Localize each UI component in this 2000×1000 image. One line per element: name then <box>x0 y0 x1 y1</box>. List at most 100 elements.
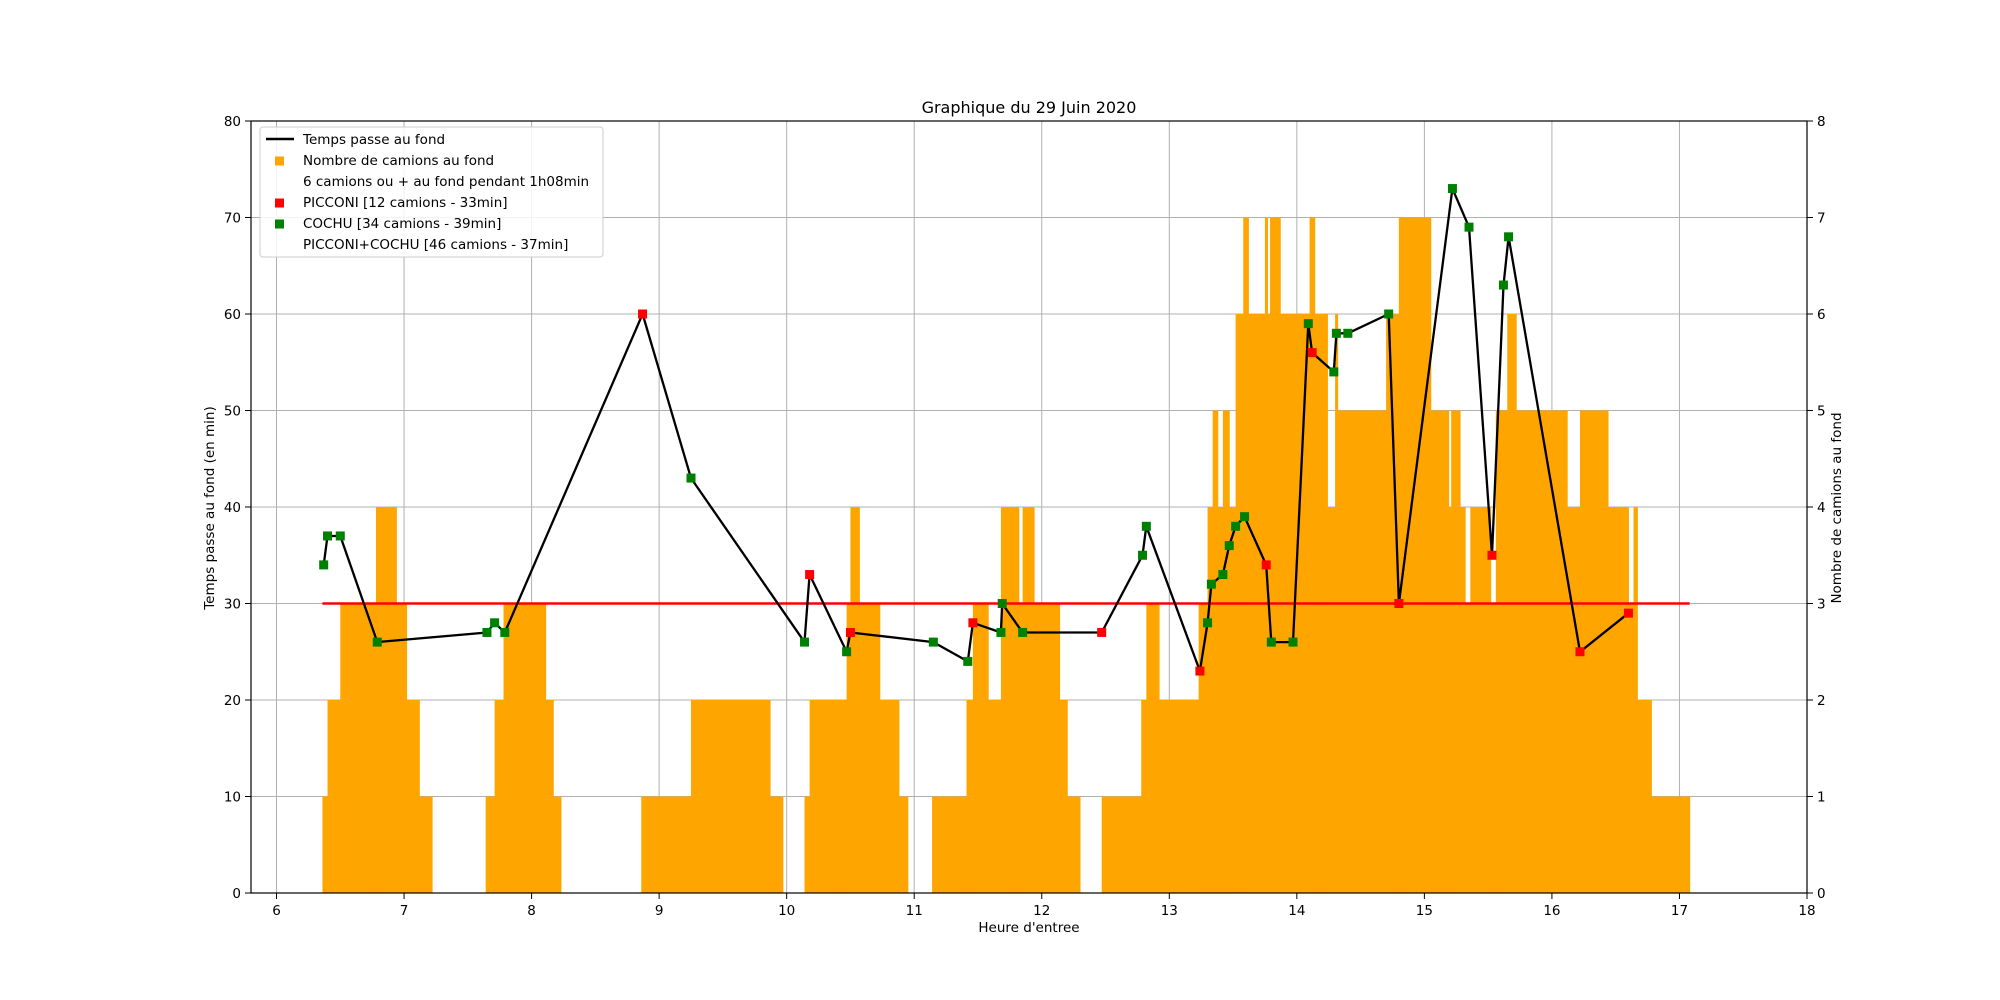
legend-label: COCHU [34 camions - 39min] <box>303 216 501 232</box>
cochu-point <box>1448 184 1457 193</box>
truck-count-bar <box>899 797 908 894</box>
truck-count-bar <box>1019 604 1023 894</box>
cochu-point <box>1465 223 1474 232</box>
picconi-point <box>846 628 855 637</box>
y-right-tick-label: 2 <box>1817 693 1826 709</box>
picconi-point <box>1487 551 1496 560</box>
truck-count-bar <box>322 797 328 894</box>
truck-count-bar <box>810 700 847 893</box>
cochu-point <box>996 628 1005 637</box>
truck-count-bar <box>1451 411 1460 894</box>
legend-label: PICCONI [12 camions - 33min] <box>303 195 508 211</box>
truck-count-bar <box>641 797 691 894</box>
x-tick-label: 13 <box>1161 903 1178 919</box>
truck-count-bar <box>1637 700 1652 893</box>
cochu-point <box>1499 281 1508 290</box>
truck-count-bar <box>546 700 554 893</box>
cochu-point <box>1329 367 1338 376</box>
truck-count-bar <box>967 700 974 893</box>
picconi-point <box>1195 667 1204 676</box>
x-axis-label: Heure d'entree <box>978 920 1079 936</box>
truck-count-bar <box>1208 507 1214 893</box>
truck-count-bar <box>419 797 432 894</box>
x-tick-label: 14 <box>1288 903 1305 919</box>
x-tick-label: 18 <box>1798 903 1815 919</box>
truck-count-bar <box>859 604 880 894</box>
legend-label: Nombre de camions au fond <box>303 153 494 169</box>
cochu-point <box>687 474 696 483</box>
truck-count-bar <box>1651 797 1690 894</box>
legend-label: 6 camions ou + au fond pendant 1h08min <box>303 174 589 190</box>
cochu-point <box>1018 628 1027 637</box>
chart-title: Graphique du 29 Juin 2020 <box>922 98 1137 117</box>
truck-count-bar <box>1146 604 1159 894</box>
cochu-point <box>1504 232 1513 241</box>
picconi-point <box>1394 599 1403 608</box>
y-right-tick-label: 6 <box>1817 307 1826 323</box>
legend-marker-square <box>275 157 284 166</box>
cochu-point <box>1384 310 1393 319</box>
y-left-tick-label: 0 <box>232 886 241 902</box>
truck-count-bar <box>1608 507 1629 893</box>
truck-count-bar <box>1496 411 1508 894</box>
truck-count-bar <box>1399 218 1431 894</box>
truck-count-bar <box>973 604 989 894</box>
y-right-tick-label: 5 <box>1817 404 1826 420</box>
legend: Temps passe au fond Nombre de camions au … <box>260 127 603 257</box>
truck-count-bar <box>1491 604 1497 894</box>
y-right-tick-label: 4 <box>1817 500 1826 516</box>
truck-count-bar <box>988 700 1001 893</box>
truck-count-bar <box>1141 700 1147 893</box>
x-tick-label: 16 <box>1543 903 1560 919</box>
cochu-point <box>842 647 851 656</box>
y-axis-label-right: Nombre de camions au fond <box>1829 412 1845 603</box>
cochu-point <box>319 560 328 569</box>
truck-count-bar <box>850 507 859 893</box>
truck-count-bar <box>1067 797 1080 894</box>
cochu-point <box>929 638 938 647</box>
x-tick-label: 11 <box>906 903 923 919</box>
picconi-point <box>1624 609 1633 618</box>
legend-label: PICCONI+COCHU [46 camions - 37min] <box>303 237 568 253</box>
picconi-point <box>968 618 977 627</box>
truck-count-bar <box>1060 700 1068 893</box>
truck-count-bar <box>1465 604 1471 894</box>
picconi-point <box>1097 628 1106 637</box>
cochu-point <box>1142 522 1151 531</box>
legend-marker-square <box>275 220 284 229</box>
truck-count-bar <box>1159 700 1199 893</box>
cochu-point <box>1289 638 1298 647</box>
picconi-point <box>805 570 814 579</box>
cochu-point <box>800 638 809 647</box>
y-left-tick-label: 10 <box>224 790 241 806</box>
cochu-point <box>482 628 491 637</box>
y-right-tick-label: 0 <box>1817 886 1826 902</box>
x-tick-label: 8 <box>527 903 536 919</box>
cochu-point <box>1138 551 1147 560</box>
y-left-tick-label: 40 <box>224 500 241 516</box>
legend-label: Temps passe au fond <box>302 132 445 148</box>
truck-count-bar <box>1470 507 1491 893</box>
truck-count-bar <box>1338 411 1387 894</box>
truck-count-bar <box>328 700 341 893</box>
truck-count-bar <box>553 797 561 894</box>
cochu-point <box>500 628 509 637</box>
x-tick-label: 10 <box>778 903 795 919</box>
truck-count-bar <box>1567 507 1580 893</box>
truck-count-bar <box>1229 507 1236 893</box>
y-left-tick-label: 70 <box>224 211 241 227</box>
picconi-point <box>638 310 647 319</box>
truck-count-bar <box>1223 411 1230 894</box>
y-left-tick-label: 20 <box>224 693 241 709</box>
y-right-tick-label: 7 <box>1817 211 1826 227</box>
cochu-point <box>963 657 972 666</box>
y-left-tick-label: 30 <box>224 597 241 613</box>
picconi-point <box>1575 647 1584 656</box>
picconi-point <box>1308 348 1317 357</box>
y-right-tick-label: 8 <box>1817 114 1826 130</box>
truck-count-bar <box>1023 507 1035 893</box>
x-tick-label: 17 <box>1671 903 1688 919</box>
truck-count-bar <box>1034 604 1060 894</box>
cochu-point <box>336 531 345 540</box>
